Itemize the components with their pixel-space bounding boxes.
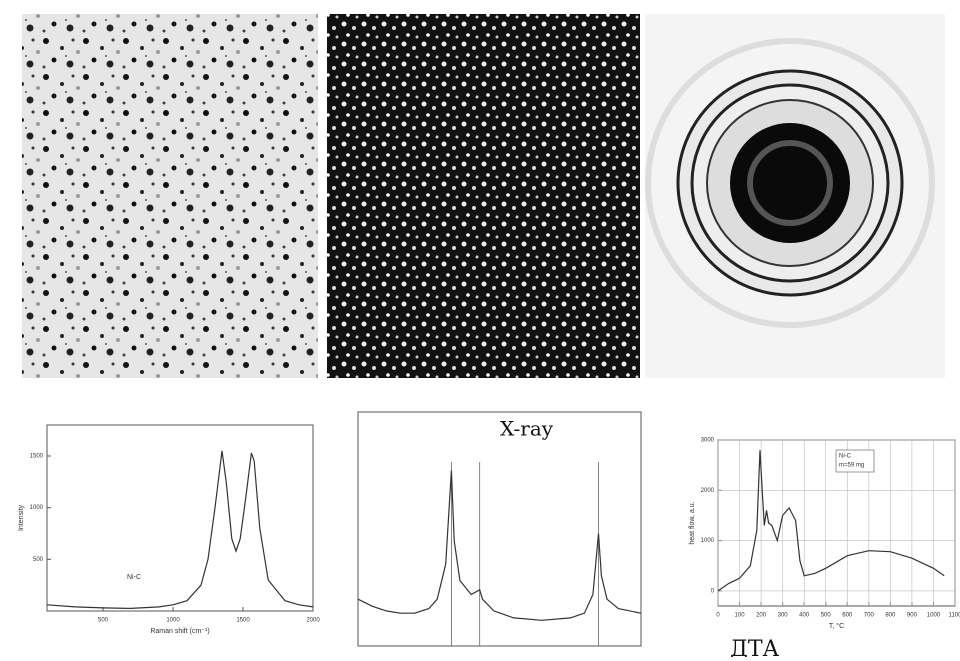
chart-title: ДТА <box>730 637 780 657</box>
y-tick-label: 2000 <box>701 488 715 494</box>
y-tick-label: 1000 <box>30 505 44 511</box>
chart-title: X-ray <box>500 417 554 441</box>
x-tick-label: 1000 <box>927 613 941 619</box>
y-tick-label: 500 <box>33 557 44 563</box>
y-axis-label: Intensity <box>18 504 25 531</box>
x-tick-label: 0 <box>716 613 720 619</box>
x-tick-label: 500 <box>821 613 832 619</box>
legend-text: Ni-C <box>839 454 852 460</box>
x-tick-label: 1000 <box>166 618 180 624</box>
x-tick-label: 800 <box>885 613 896 619</box>
plot-frame <box>357 411 642 647</box>
y-axis-label: heat flow, a.u. <box>689 501 696 544</box>
x-tick-label: 400 <box>799 613 810 619</box>
legend-text: m=59 mg <box>839 463 864 469</box>
micrograph <box>22 14 318 378</box>
x-tick-label: 900 <box>907 613 918 619</box>
diffraction-pattern <box>645 14 945 378</box>
micrograph <box>327 14 640 378</box>
y-tick-label: 1500 <box>30 454 44 460</box>
y-tick-label: 0 <box>711 588 715 594</box>
x-axis-label: T, °C <box>829 622 844 630</box>
x-tick-label: 700 <box>864 613 875 619</box>
x-tick-label: 1100 <box>949 613 960 619</box>
x-tick-label: 100 <box>735 613 746 619</box>
x-tick-label: 300 <box>778 613 789 619</box>
x-tick-label: 1500 <box>236 618 250 624</box>
data-line <box>717 450 945 592</box>
annotation: Ni-C <box>127 574 141 581</box>
x-tick-label: 2000 <box>306 618 320 624</box>
y-tick-label: 3000 <box>701 438 715 444</box>
legend-box <box>835 449 875 473</box>
x-tick-label: 500 <box>98 618 109 624</box>
y-tick-label: 1000 <box>701 538 715 544</box>
data-line <box>357 470 642 621</box>
x-tick-label: 200 <box>756 613 767 619</box>
x-axis-label: Raman shift (cm⁻¹) <box>150 628 209 635</box>
x-tick-label: 600 <box>842 613 853 619</box>
plot-frame <box>46 424 314 612</box>
data-line <box>46 450 314 610</box>
